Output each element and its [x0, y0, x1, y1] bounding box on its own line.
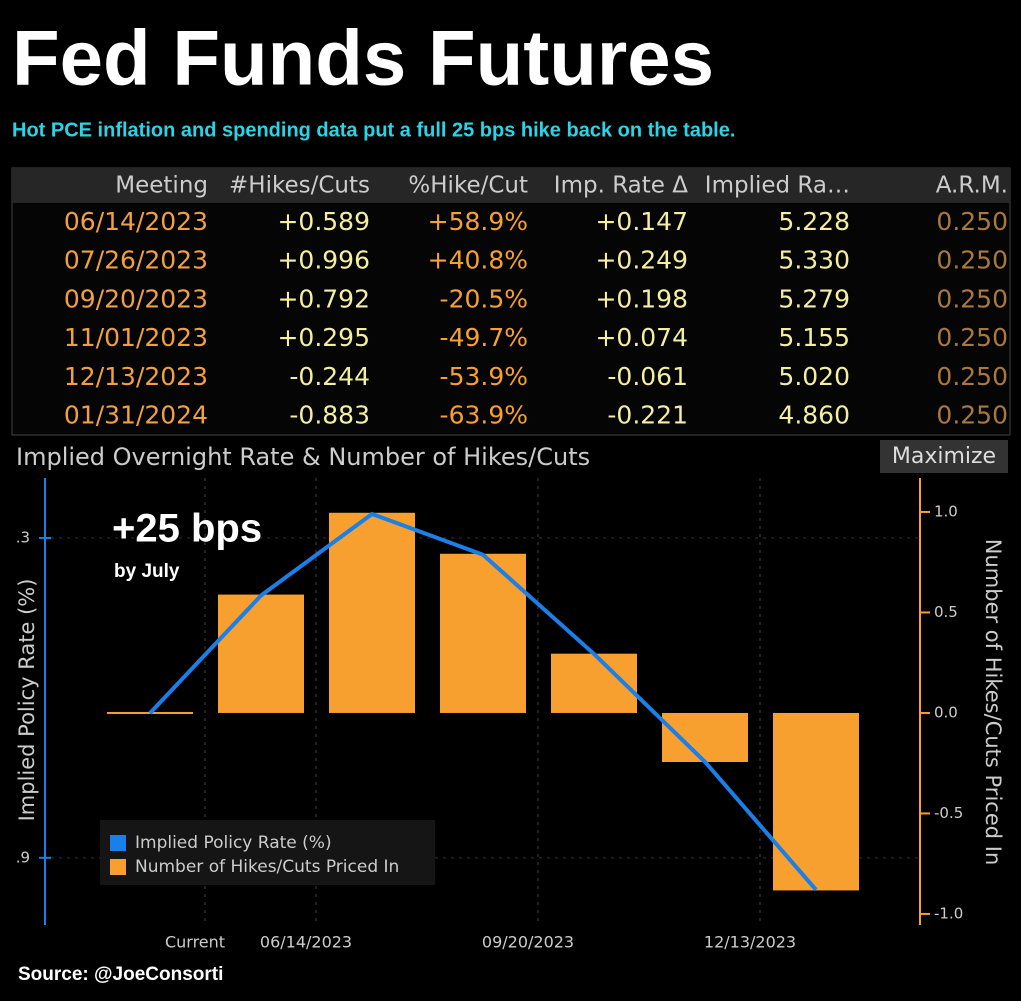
y2-tick-label: 0.5 [934, 603, 958, 621]
page-title: Fed Funds Futures [12, 14, 714, 102]
legend-label: Number of Hikes/Cuts Priced In [135, 857, 399, 877]
legend-label: Implied Policy Rate (%) [135, 833, 332, 853]
source: Source: @JoeConsorti [18, 964, 223, 985]
table-cell: -0.883 [289, 401, 370, 430]
table-cell: 06/14/2023 [64, 207, 208, 236]
line [148, 511, 818, 892]
table-cell: +0.589 [277, 207, 370, 236]
column-header: Implied Ra… [705, 173, 850, 199]
chart-title: Implied Overnight Rate & Number of Hikes… [16, 443, 590, 471]
y2-tick-label: -0.5 [934, 804, 963, 822]
bar [218, 594, 304, 713]
table-cell: 11/01/2023 [64, 323, 208, 352]
bar [773, 712, 859, 891]
table-cell: 0.250 [936, 362, 1008, 391]
subtitle: Hot PCE inflation and spending data put … [12, 119, 735, 141]
table-cell: 5.020 [778, 362, 850, 391]
legend-swatch [110, 859, 126, 875]
table-cell: -63.9% [440, 401, 528, 430]
table-cell: -49.7% [440, 323, 528, 352]
table-cell: 5.330 [778, 246, 850, 275]
x-tick-label: 06/14/2023 [260, 933, 352, 952]
legend-swatch [110, 835, 126, 851]
bar [662, 712, 748, 762]
table-cell: 5.155 [778, 323, 850, 352]
table-cell: 0.250 [936, 401, 1008, 430]
column-header: Meeting [115, 173, 208, 199]
x-tick-label: 12/13/2023 [704, 933, 796, 952]
table-frame [11, 167, 1011, 436]
table-cell: 01/31/2024 [64, 401, 208, 430]
y2-tick-label: 1.0 [934, 502, 958, 520]
table-cell: 5.279 [778, 284, 850, 313]
maximize-button[interactable] [880, 440, 1008, 473]
plot: .3 .9 1.0 0.5 0.0 -0.5 -1.0 Current 06/14/2023 09… [16, 478, 963, 952]
table-cell: 0.250 [936, 207, 1008, 236]
x-tick-label: Current [165, 933, 225, 952]
table-cell: +0.792 [277, 284, 370, 313]
table: Meeting #Hikes/Cuts %Hike/Cut Imp. Rate Δ Im… [64, 173, 1008, 430]
table-cell: -0.244 [289, 362, 370, 391]
table-cell: -0.221 [607, 401, 688, 430]
table-cell: 4.860 [778, 401, 850, 430]
table-cell: 09/20/2023 [64, 284, 208, 313]
table-cell: 12/13/2023 [64, 362, 208, 391]
y2-tick-label: -1.0 [934, 904, 963, 922]
table-cell: +0.198 [595, 284, 688, 313]
y2-axis-label: Number of Hikes/Cuts Priced In [981, 539, 1005, 865]
table-cell: 07/26/2023 [64, 246, 208, 275]
y-tick-label: .9 [16, 848, 30, 866]
maximize-label[interactable]: Maximize [892, 444, 996, 469]
table-cell: +40.8% [428, 246, 528, 275]
bar [440, 553, 526, 713]
table-cell: +0.249 [595, 246, 688, 275]
column-header: #Hikes/Cuts [229, 173, 370, 199]
column-header: A.R.M. [936, 173, 1008, 199]
y-tick-label: .3 [16, 528, 30, 546]
table-cell: 5.228 [778, 207, 850, 236]
table-cell: 0.250 [936, 246, 1008, 275]
legend-box [100, 820, 435, 885]
y2-tick-label: 0.0 [934, 703, 958, 721]
table-cell: 0.250 [936, 323, 1008, 352]
column-header: %Hike/Cut [408, 173, 528, 199]
table-cell: +0.996 [277, 246, 370, 275]
table-cell: +58.9% [428, 207, 528, 236]
annotation: +25 bps [112, 507, 262, 551]
annotation-sub: by July [114, 561, 180, 582]
x-tick-label: 09/20/2023 [482, 933, 574, 952]
table-header [12, 168, 1010, 203]
table-cell: +0.074 [595, 323, 688, 352]
table-cell: +0.147 [595, 207, 688, 236]
column-header: Imp. Rate Δ [554, 173, 688, 199]
bar [329, 512, 415, 713]
table-cell: 0.250 [936, 284, 1008, 313]
table-cell: -0.061 [607, 362, 688, 391]
table-cell: -53.9% [440, 362, 528, 391]
table-cell: -20.5% [440, 284, 528, 313]
table-cell: +0.295 [277, 323, 370, 352]
y-axis-label: Implied Policy Rate (%) [15, 579, 39, 822]
